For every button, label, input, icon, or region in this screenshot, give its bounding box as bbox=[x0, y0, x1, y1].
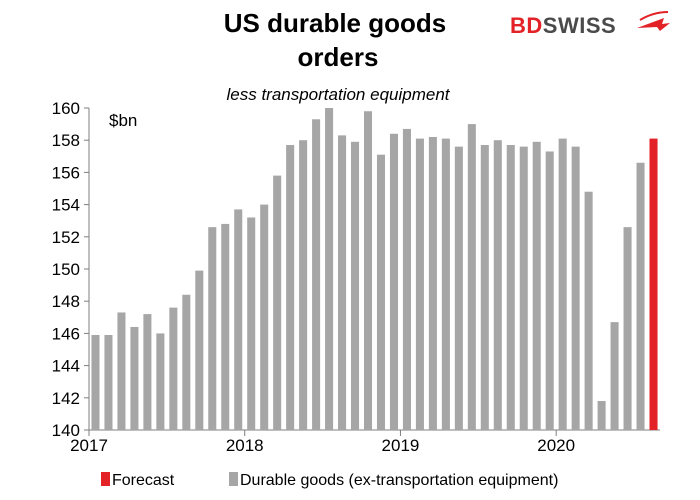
y-axis: 140 142 144 146 148 150 152 154 156 158 160 bbox=[52, 99, 90, 440]
durable-goods-bar bbox=[208, 227, 217, 430]
durable-goods-bar bbox=[532, 141, 541, 430]
x-tick-label: 2020 bbox=[537, 436, 575, 455]
chart-subtitle: less transportation equipment bbox=[226, 85, 450, 104]
y-tick-label: 144 bbox=[52, 357, 80, 376]
durable-goods-bar bbox=[597, 401, 606, 430]
legend: Forecast Durable goods (ex-transportatio… bbox=[101, 472, 558, 489]
y-tick-label: 158 bbox=[52, 131, 80, 150]
durable-goods-bar bbox=[610, 322, 619, 430]
durable-goods-bar bbox=[363, 111, 373, 430]
durable-goods-bar bbox=[441, 138, 450, 430]
y-tick-label: 150 bbox=[52, 260, 80, 279]
durable-goods-bar bbox=[91, 335, 100, 430]
durable-goods-bar bbox=[480, 145, 489, 430]
durable-goods-bar bbox=[286, 145, 295, 430]
brand-logo: BDSWISS bbox=[510, 11, 670, 38]
durable-goods-bar bbox=[389, 133, 398, 430]
durable-goods-bar bbox=[454, 146, 463, 430]
durable-goods-bar bbox=[130, 326, 139, 430]
durable-goods-bar bbox=[636, 162, 645, 431]
bars bbox=[91, 108, 658, 431]
unit-label: $bn bbox=[109, 111, 137, 130]
x-tick-label: 2018 bbox=[226, 436, 264, 455]
legend-swatch-forecast bbox=[101, 472, 110, 486]
durable-goods-bar bbox=[584, 191, 593, 430]
durable-goods-bar bbox=[467, 124, 476, 430]
durable-goods-bar bbox=[376, 154, 386, 430]
durable-goods-bar bbox=[169, 307, 178, 430]
y-tick-label: 140 bbox=[52, 421, 80, 440]
y-tick-label: 156 bbox=[52, 163, 80, 182]
durable-goods-bar bbox=[117, 312, 126, 430]
durable-goods-bar bbox=[402, 128, 411, 430]
durable-goods-bar bbox=[623, 227, 632, 430]
y-tick-label: 142 bbox=[52, 389, 80, 408]
legend-swatch-durable-goods bbox=[229, 472, 238, 486]
durable-goods-bar bbox=[221, 223, 230, 430]
brand-swiss: SWISS bbox=[543, 13, 616, 38]
x-tick-label: 2017 bbox=[70, 436, 108, 455]
legend-label-forecast: Forecast bbox=[112, 472, 175, 489]
durable-goods-bar bbox=[545, 151, 554, 430]
durable-goods-bar bbox=[338, 135, 347, 430]
durable-goods-bar bbox=[506, 145, 515, 430]
x-axis: 2017 2018 2019 2020 bbox=[70, 429, 660, 455]
y-tick-label: 160 bbox=[52, 99, 80, 118]
brand-swoosh-icon bbox=[637, 11, 670, 31]
svg-text:BDSWISS: BDSWISS bbox=[510, 13, 616, 38]
durable-goods-bar bbox=[156, 333, 165, 430]
durable-goods-bar bbox=[312, 119, 321, 431]
durable-goods-bar bbox=[415, 138, 424, 430]
durable-goods-bar bbox=[182, 294, 191, 430]
y-tick-label: 146 bbox=[52, 324, 80, 343]
durable-goods-bar bbox=[493, 140, 502, 430]
durable-goods-bar bbox=[260, 204, 269, 430]
y-tick-label: 154 bbox=[52, 196, 80, 215]
durable-goods-bar bbox=[143, 314, 152, 430]
x-tick-label: 2019 bbox=[382, 436, 420, 455]
durable-goods-bar bbox=[299, 140, 308, 430]
durable-goods-bar bbox=[195, 270, 204, 430]
y-tick-label: 148 bbox=[52, 292, 80, 311]
y-tick-label: 152 bbox=[52, 228, 80, 247]
brand-bd: BD bbox=[510, 13, 543, 38]
durable-goods-bar bbox=[104, 335, 113, 430]
durable-goods-bar bbox=[571, 146, 580, 430]
durable-goods-bar bbox=[428, 136, 437, 431]
chart-title-line-1: US durable goods bbox=[224, 8, 446, 38]
durable-goods-bar bbox=[273, 175, 282, 430]
forecast-bar bbox=[649, 138, 658, 430]
durable-goods-bar bbox=[325, 108, 334, 430]
chart-title-line-2: orders bbox=[298, 42, 379, 72]
legend-label-durable-goods: Durable goods (ex-transportation equipme… bbox=[240, 472, 558, 489]
durable-goods-bar bbox=[558, 138, 567, 430]
durable-goods-bar bbox=[234, 209, 243, 430]
durable-goods-bar bbox=[247, 217, 256, 430]
durable-goods-bar bbox=[351, 141, 360, 430]
durable-goods-bar bbox=[519, 146, 528, 430]
